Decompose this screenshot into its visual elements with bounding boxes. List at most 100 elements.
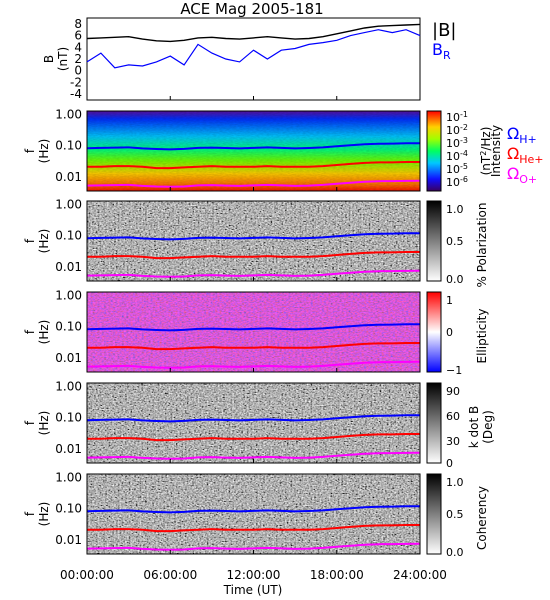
- b-field-y-tick: 0: [74, 64, 82, 78]
- legend-o-plus: ΩO+: [507, 164, 537, 186]
- ellipticity-panel: 1.00 0.10 0.01 f (Hz) 1 0 −1 Ellipticity: [23, 289, 489, 378]
- b-field-y-tick: -2: [70, 75, 82, 89]
- x-tick-label: 18:00:00: [310, 568, 364, 582]
- o-plus-gyro-line: [86, 542, 421, 551]
- coherency-y-tick: 0.01: [55, 533, 82, 547]
- intensity-cb-tick: 10-5: [446, 162, 468, 176]
- coherency-ylabel-2: (Hz): [37, 502, 51, 527]
- x-tick-label: 24:00:00: [393, 568, 447, 582]
- polarization-colorbar: [426, 200, 442, 282]
- kdotb-colorbar-label: k dot B: [467, 406, 481, 448]
- intensity-cb-tick: 10-1: [446, 110, 468, 124]
- b-field-y-tick: 6: [74, 29, 82, 43]
- he-plus-gyro-line: [87, 342, 420, 351]
- kdotb-cb-tick: 60: [446, 410, 460, 423]
- kdotb-colorbar: [426, 382, 442, 464]
- intensity-y-tick: 0.01: [55, 170, 82, 184]
- ellipticity-ylabel-2: (Hz): [37, 320, 51, 345]
- kdotb-ylabel-1: f: [23, 420, 37, 425]
- legend-btotal: |B|: [432, 20, 456, 41]
- kdotb-y-tick: 0.10: [55, 411, 82, 425]
- he-plus-gyro-line: [87, 161, 420, 170]
- intensity-texture: [87, 111, 420, 191]
- x-axis-label: Time (UT): [223, 583, 283, 597]
- kdotb-y-tick: 0.01: [55, 442, 82, 456]
- he-plus-gyro-line: [87, 524, 420, 533]
- legend-h-plus: ΩH+: [507, 124, 537, 146]
- coherency-cb-tick: 0.0: [446, 546, 464, 559]
- o-plus-gyro-line: [86, 360, 421, 369]
- h-plus-gyro-line: [86, 323, 421, 332]
- b-field-panel: 8 6 4 2 0 -2 -4 B (nT) |B| BR: [42, 17, 456, 101]
- coherency-colorbar-label: Coherency: [475, 486, 489, 550]
- intensity-cb-tick: 10-6: [446, 175, 468, 189]
- ellipticity-y-tick: 1.00: [55, 289, 82, 303]
- x-tick-label: 00:00:00: [60, 568, 114, 582]
- ellipticity-cb-tick: 1: [446, 294, 453, 307]
- intensity-colorbar-units: (nT2/Hz): [479, 127, 493, 176]
- b-field-y-tick: 8: [74, 17, 82, 31]
- intensity-panel: 1.00 0.10 0.01 f (Hz) 10-1 10-2 10-3 10-…: [23, 108, 544, 192]
- polarization-texture: [87, 201, 420, 281]
- b-field-axes-box: [86, 17, 421, 101]
- polarization-panel: 1.00 0.10 0.01 f (Hz) 1.0 0.5 0.0 % Pola…: [23, 198, 489, 288]
- coherency-colorbar: [426, 473, 442, 555]
- legend-br: BR: [432, 40, 451, 62]
- polarization-colorbar-label: % Polarization: [475, 203, 489, 288]
- ellipticity-cb-tick: −1: [446, 364, 462, 377]
- kdotb-cb-tick: 90: [446, 385, 460, 398]
- ellipticity-colorbar-label: Ellipticity: [475, 309, 489, 364]
- kdotb-texture: [87, 383, 420, 463]
- kdotb-panel: 1.00 0.10 0.01 f (Hz) 90 60 30 0 k dot B…: [23, 380, 495, 471]
- kdotb-colorbar-units: (Deg): [481, 410, 495, 444]
- he-plus-gyro-line: [87, 433, 420, 442]
- polarization-y-tick: 0.10: [55, 229, 82, 243]
- o-plus-gyro-line: [86, 451, 421, 460]
- intensity-colorbar-ticks: 10-1 10-2 10-3 10-4 10-5 10-6: [446, 110, 468, 189]
- ellipticity-y-tick: 0.10: [55, 320, 82, 334]
- ellipticity-y-tick: 0.01: [55, 351, 82, 365]
- b-field-y-ticks: 8 6 4 2 0 -2 -4: [70, 17, 82, 101]
- b-field-y-tick: -4: [70, 87, 82, 101]
- o-plus-gyro-line: [86, 179, 421, 188]
- coherency-y-tick: 1.00: [55, 471, 82, 485]
- polarization-ylabel-1: f: [23, 238, 37, 243]
- polarization-y-tick: 1.00: [55, 198, 82, 212]
- coherency-y-tick: 0.10: [55, 502, 82, 516]
- x-axis-ticks: 00:00:00 06:00:00 12:00:00 18:00:00 24:0…: [60, 96, 447, 582]
- intensity-colorbar-label: Intensity: [489, 125, 503, 177]
- kdotb-y-tick: 1.00: [55, 380, 82, 394]
- b-field-y-tick: 2: [74, 52, 82, 66]
- intensity-cb-tick: 10-4: [446, 149, 468, 163]
- polarization-y-tick: 0.01: [55, 260, 82, 274]
- intensity-y-tick: 1.00: [55, 108, 82, 122]
- polarization-cb-tick: 0.5: [446, 235, 464, 248]
- intensity-ylabel-2: (Hz): [37, 139, 51, 164]
- chart-title: ACE Mag 2005-181: [180, 0, 323, 18]
- ellipticity-colorbar: [426, 291, 442, 373]
- coherency-ylabel-1: f: [23, 511, 37, 516]
- b-field-ylabel-1: B: [42, 55, 56, 63]
- br-line: [86, 29, 421, 69]
- o-plus-gyro-line: [86, 269, 421, 278]
- h-plus-gyro-line: [86, 414, 421, 423]
- coherency-cb-tick: 0.5: [446, 508, 464, 521]
- ellipticity-ylabel-1: f: [23, 329, 37, 334]
- polarization-cb-tick: 0.0: [446, 273, 464, 286]
- kdotb-cb-tick: 0: [446, 457, 453, 470]
- ellipticity-cb-tick: 0: [446, 326, 453, 339]
- h-plus-gyro-line: [86, 232, 421, 241]
- x-tick-label: 06:00:00: [143, 568, 197, 582]
- kdotb-ylabel-2: (Hz): [37, 411, 51, 436]
- he-plus-gyro-line: [87, 251, 420, 260]
- ellipticity-texture: [87, 292, 420, 372]
- intensity-cb-tick: 10-2: [446, 123, 468, 137]
- h-plus-gyro-line: [86, 142, 421, 151]
- intensity-cb-tick: 10-3: [446, 136, 468, 150]
- coherency-texture: [87, 474, 420, 554]
- kdotb-cb-tick: 30: [446, 435, 460, 448]
- intensity-ylabel-1: f: [23, 148, 37, 153]
- x-tick-label: 12:00:00: [227, 568, 281, 582]
- b-field-ylabel-2: (nT): [56, 47, 70, 71]
